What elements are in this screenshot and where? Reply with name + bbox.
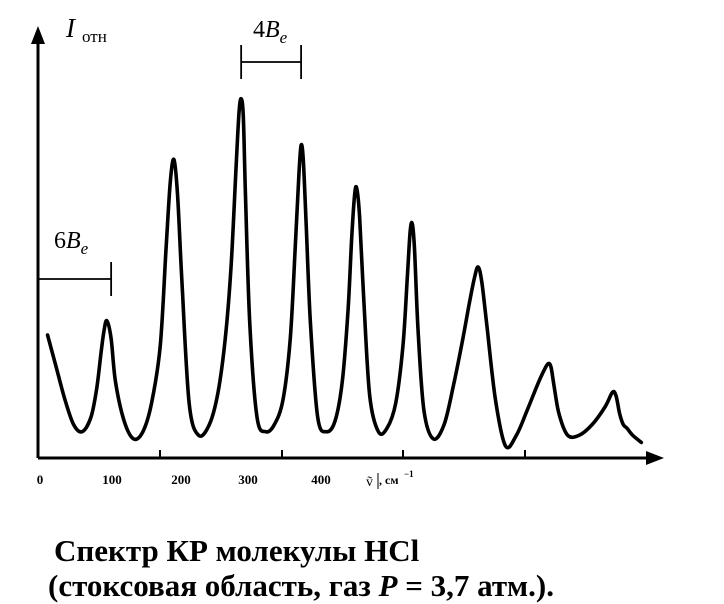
bracket-label-letter: B (265, 17, 280, 43)
x-axis-label-unit: , см (379, 473, 399, 487)
bracket-label-num: 4 (253, 17, 265, 43)
y-axis-arrow (31, 26, 45, 44)
x-axis-label-exp: −1 (404, 469, 414, 479)
bracket-label-0: 6Be (54, 228, 89, 258)
y-axis-label: I (65, 13, 77, 43)
axes (31, 26, 664, 465)
y-axis-label-sub: отн (82, 27, 107, 46)
caption-pressure-var: P (378, 568, 398, 603)
series (45, 96, 644, 450)
x-tick-label: 300 (238, 472, 258, 487)
caption-line-2: (стоксовая область, газ P = 3,7 атм.). (48, 568, 724, 604)
bracket-label-main: 4B (253, 17, 280, 43)
bracket-label-num: 6 (54, 228, 66, 254)
x-axis-arrow (646, 451, 664, 465)
spectrum-line-0 (45, 96, 644, 450)
caption-prefix: (стоксовая область, газ (48, 568, 379, 603)
bracket-label-sub: e (81, 239, 89, 258)
caption-line-1: Спектр КР молекулы HCl (54, 533, 724, 569)
bracket-label-main: 6B (54, 228, 81, 254)
x-tick-label: 100 (102, 472, 122, 487)
caption-text-1: Спектр КР молекулы HCl (54, 533, 420, 568)
x-tick-label: 0 (37, 472, 44, 487)
caption-suffix: = 3,7 атм.). (397, 568, 554, 603)
bracket-label-sub: e (280, 28, 288, 47)
x-ticks: 0 100 200 300 400 (37, 450, 526, 487)
x-axis-label-symbol: ṽ (366, 475, 373, 490)
bracket-label-1: 4Be (253, 17, 288, 47)
x-tick-label: 400 (311, 472, 331, 487)
bracket-label-letter: B (66, 228, 81, 254)
x-tick-label: 200 (171, 472, 191, 487)
